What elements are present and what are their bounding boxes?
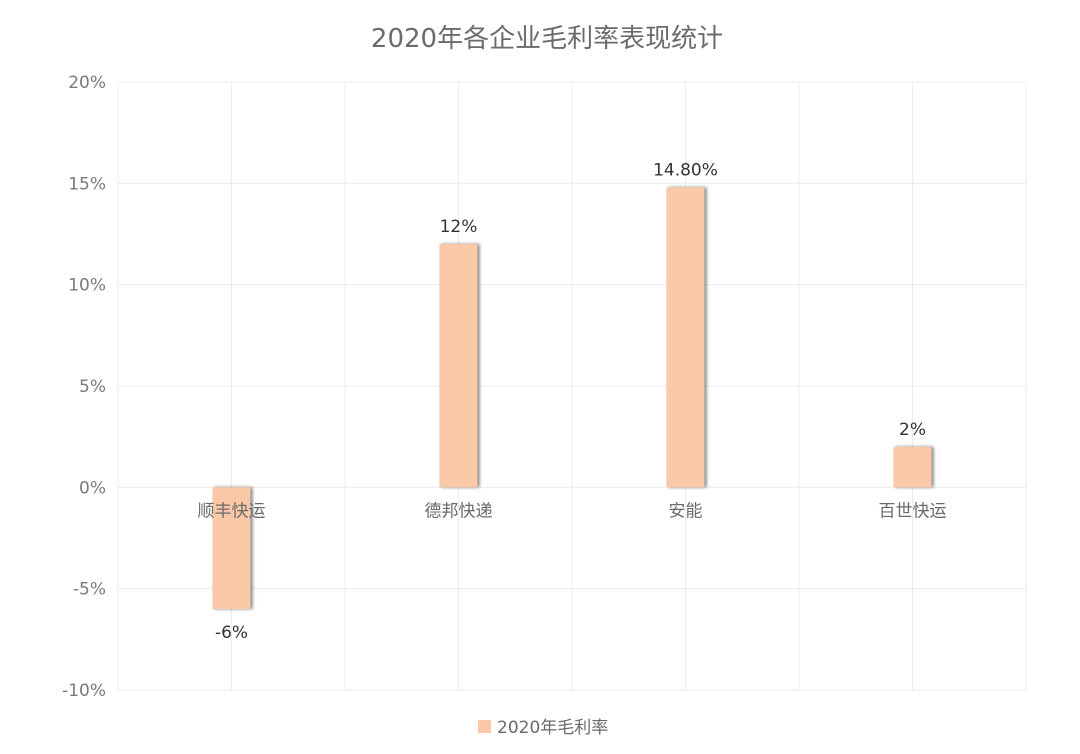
data-label: 2% (899, 420, 926, 440)
data-label: 12% (440, 217, 478, 237)
legend-swatch (478, 720, 491, 733)
y-tick-label: 10% (68, 276, 106, 296)
y-axis-ticks: 20% 15% 10% 5% 0% -5% -10% (62, 73, 106, 701)
y-tick-label: 20% (68, 73, 106, 93)
bar (893, 446, 932, 488)
data-label: -6% (215, 623, 248, 643)
data-labels: -6% 12% 14.80% 2% (215, 160, 926, 643)
category-label: 顺丰快运 (198, 501, 266, 521)
category-label: 安能 (669, 501, 703, 521)
category-label: 百世快运 (879, 501, 947, 521)
grid-layer (117, 81, 1027, 691)
bars (212, 187, 932, 609)
category-label: 德邦快递 (425, 501, 493, 521)
bar (666, 187, 705, 488)
y-tick-label: 15% (68, 174, 106, 194)
data-label: 14.80% (653, 160, 718, 180)
bar (212, 487, 251, 609)
chart-title: 2020年各企业毛利率表现统计 (371, 24, 723, 54)
bar (439, 244, 478, 488)
y-tick-label: 5% (79, 377, 106, 397)
category-labels: 顺丰快运 德邦快递 安能 百世快运 (198, 501, 947, 521)
y-tick-label: 0% (79, 478, 106, 498)
legend: 2020年毛利率 (478, 718, 608, 738)
legend-label: 2020年毛利率 (497, 718, 608, 738)
y-tick-label: -5% (73, 580, 106, 600)
y-tick-label: -10% (62, 681, 106, 701)
